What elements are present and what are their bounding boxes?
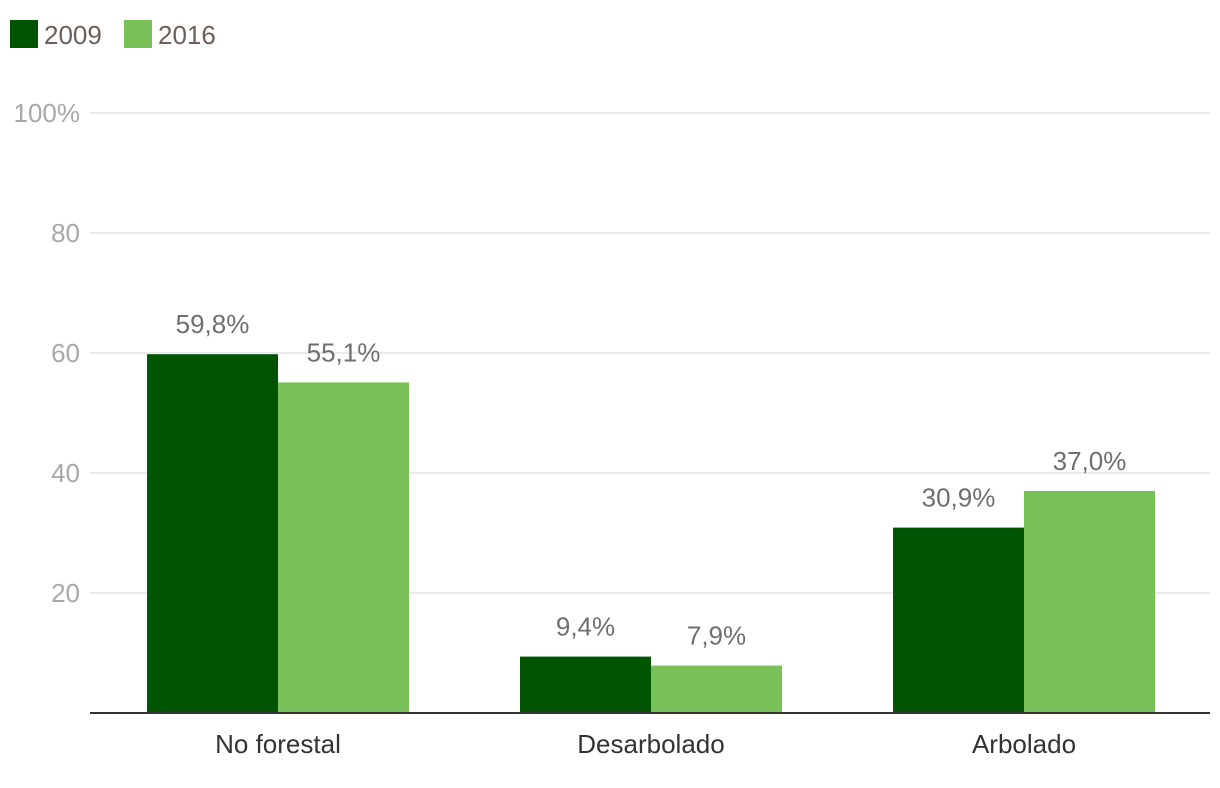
value-label-2009-2: 30,9% [922,483,996,513]
value-label-2016-1: 7,9% [687,621,746,651]
y-tick-label: 20 [51,578,80,608]
y-tick-label: 100% [14,98,81,128]
bar-2016-2 [1024,491,1155,713]
legend-swatch-2016 [124,20,152,48]
legend-label-2016: 2016 [158,20,216,50]
x-axis: No forestal Desarbolado Arbolado [90,712,1210,759]
category-label: No forestal [215,729,341,759]
legend-swatch-2009 [10,20,38,48]
bar-2009-2 [893,527,1024,713]
legend: 2009 2016 [10,20,216,50]
bar-2016-1 [651,665,782,713]
y-tick-label: 80 [51,218,80,248]
legend-label-2009: 2009 [44,20,102,50]
bar-2016-0 [278,382,409,713]
category-label: Arbolado [972,729,1076,759]
bars [147,354,1155,713]
bar-2009-0 [147,354,278,713]
y-tick-label: 40 [51,458,80,488]
y-axis-ticks: 20 40 60 80 100% [14,98,81,608]
category-label: Desarbolado [577,729,724,759]
value-label-2009-0: 59,8% [176,309,250,339]
data-labels: 59,8% 55,1% 9,4% 7,9% 30,9% 37,0% [176,309,1127,650]
bar-2009-1 [520,656,651,713]
y-tick-label: 60 [51,338,80,368]
value-label-2016-2: 37,0% [1053,446,1127,476]
value-label-2009-1: 9,4% [556,612,615,642]
value-label-2016-0: 55,1% [307,337,381,367]
